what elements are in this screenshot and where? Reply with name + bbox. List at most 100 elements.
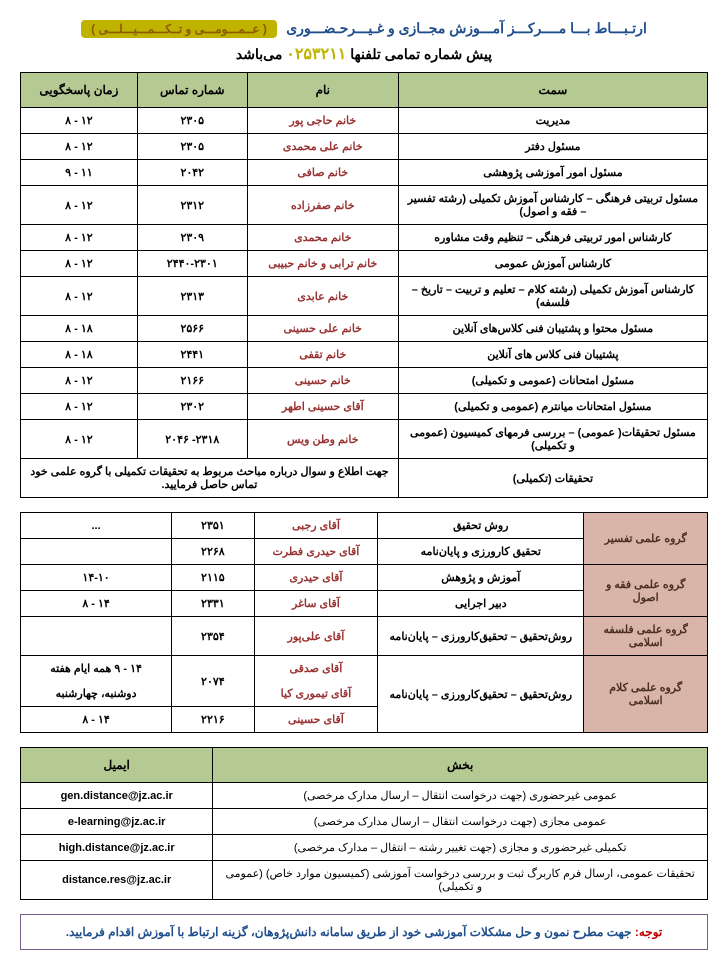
table-row: گروه علمی فقه و اصولآموزش و پژوهشآقای حی… (21, 565, 708, 591)
cell-name: آقای حیدری فطرت (254, 539, 378, 565)
cell-dept: تحقیقات عمومی، ارسال فرم کاربرگ ثبت و بر… (213, 861, 708, 900)
cell-name: خانم محمدی (247, 225, 398, 251)
table-row: مسئول دفترخانم علی محمدی۲۳۰۵۱۲ - ۸ (21, 134, 708, 160)
cell-name: خانم حسینی (247, 368, 398, 394)
header-sub-before: پیش شماره تمامی تلفنها (350, 46, 492, 62)
cell-role: آموزش و پژوهش (378, 565, 584, 591)
table-row: مسئول تربیتی فرهنگی – کارشناس آموزش تکمی… (21, 186, 708, 225)
cell-time: ۱۲ - ۸ (21, 420, 138, 459)
table-row: مسئول امتحانات (عمومی و تکمیلی)خانم حسین… (21, 368, 708, 394)
cell-phone: ۲۳۰۵ (137, 134, 247, 160)
cell-phone: ۲۳۱۸- ۲۰۴۶ (137, 420, 247, 459)
table-row: مسئول تحقیقات( عمومی) – بررسی فرمهای کمی… (21, 420, 708, 459)
cell-position: مسئول دفتر (398, 134, 707, 160)
table-row: عمومی مجازی (جهت درخواست انتقال – ارسال … (21, 809, 708, 835)
cell-email: e-learning@jz.ac.ir (21, 809, 213, 835)
table-row-merged: تحقیقات (تکمیلی)جهت اطلاع و سوال درباره … (21, 459, 708, 498)
table-row: گروه علمی تفسیرروش تحقیقآقای رجبی۲۳۵۱... (21, 513, 708, 539)
groups-table: گروه علمی تفسیرروش تحقیقآقای رجبی۲۳۵۱...… (20, 512, 708, 733)
cell-name: آقای رجبی (254, 513, 378, 539)
cell-group: گروه علمی فلسفه اسلامی (584, 617, 708, 656)
table-row: گروه علمی فلسفه اسلامیروش‌تحقیق – تحقیق‌… (21, 617, 708, 656)
col-header-phone: شماره تماس (137, 73, 247, 108)
cell-time: ۱۸ - ۸ (21, 316, 138, 342)
cell-name: آقای حسینی (254, 707, 378, 733)
cell-role: روش‌تحقیق – تحقیق‌کارورزی – پایان‌نامه (378, 617, 584, 656)
cell-time: ۱۲ - ۸ (21, 277, 138, 316)
cell-name: خانم علی حسینی (247, 316, 398, 342)
cell-role: روش تحقیق (378, 513, 584, 539)
cell-time: ۱۲ - ۸ (21, 134, 138, 160)
cell-name: خانم صفرزاده (247, 186, 398, 225)
col-header-name: نام (247, 73, 398, 108)
table-row: مسئول محتوا و پشتیبان فنی کلاس‌های آنلای… (21, 316, 708, 342)
cell-position: پشتیبان فنی کلاس های آنلاین (398, 342, 707, 368)
table-row: گروه علمی کلام اسلامیروش‌تحقیق – تحقیق‌ک… (21, 656, 708, 707)
cell-position: مسئول امتحانات میانترم (عمومی و تکمیلی) (398, 394, 707, 420)
cell-group: گروه علمی فقه و اصول (584, 565, 708, 617)
cell-name: آقای حسینی اطهر (247, 394, 398, 420)
cell-phone: ۲۳۱۲ (137, 186, 247, 225)
cell-time: ۱۲ - ۸ (21, 108, 138, 134)
cell-merged-left: جهت اطلاع و سوال درباره مباحث مربوط به ت… (21, 459, 399, 498)
header-subtitle: پیش شماره تمامی تلفنها ۰۲۵۳۲۱۱ می‌باشد (20, 44, 708, 64)
cell-role: دبیر اجرایی (378, 591, 584, 617)
notice-text: جهت مطرح نمون و حل مشکلات آموزشی خود از … (66, 925, 632, 939)
cell-dept: تکمیلی غیرحضوری و مجازی (جهت تغییر رشته … (213, 835, 708, 861)
table-row: تکمیلی غیرحضوری و مجازی (جهت تغییر رشته … (21, 835, 708, 861)
table-row: کارشناس امور تربیتی فرهنگی – تنظیم وقت م… (21, 225, 708, 251)
cell-time: ۱۴ - ۸ (21, 707, 172, 733)
cell-dept: عمومی مجازی (جهت درخواست انتقال – ارسال … (213, 809, 708, 835)
cell-name: خانم علی محمدی (247, 134, 398, 160)
cell-phone: ۲۳۵۱ (172, 513, 254, 539)
cell-phone: ۲۳۰۲ (137, 394, 247, 420)
phone-prefix-number: ۰۲۵۳۲۱۱ (286, 46, 346, 63)
table-row: کارشناس آموزش عمومیخانم ترابی و خانم حبی… (21, 251, 708, 277)
notice-attention: توجه: (635, 925, 662, 939)
col-header-time: زمان پاسخگویی (21, 73, 138, 108)
table-row: مسئول امتحانات میانترم (عمومی و تکمیلی)آ… (21, 394, 708, 420)
cell-name: آقای حیدری (254, 565, 378, 591)
col-header-email: ایمیل (21, 748, 213, 783)
cell-time: ۱۱ - ۹ (21, 160, 138, 186)
cell-name: خانم ترابی و خانم حبیبی (247, 251, 398, 277)
cell-time: ۱۴ - ۸ (21, 591, 172, 617)
cell-time: ۱۲ - ۸ (21, 225, 138, 251)
cell-name: خانم حاجی پور (247, 108, 398, 134)
table-row: مدیریتخانم حاجی پور۲۳۰۵۱۲ - ۸ (21, 108, 708, 134)
table-row: عمومی غیرحضوری (جهت درخواست انتقال – ارس… (21, 783, 708, 809)
cell-time: ... (21, 513, 172, 539)
cell-phone: ۲۱۶۶ (137, 368, 247, 394)
cell-phone: ۲۲۱۶ (172, 707, 254, 733)
cell-position: کارشناس آموزش تکمیلی (رشته کلام – تعلیم … (398, 277, 707, 316)
cell-phone: ۲۱۱۵ (172, 565, 254, 591)
page-header: ارتـبـــاط بـــا مــــرکـــز آمـــوزش مج… (20, 20, 708, 38)
cell-email: high.distance@jz.ac.ir (21, 835, 213, 861)
cell-position: مسئول امور آموزشی پژوهشی (398, 160, 707, 186)
cell-time: ۱۸ - ۸ (21, 342, 138, 368)
table-row: تحقیقات عمومی، ارسال فرم کاربرگ ثبت و بر… (21, 861, 708, 900)
cell-name: آقای صدقیآقای تیموری کیا (254, 656, 378, 707)
cell-position: کارشناس آموزش عمومی (398, 251, 707, 277)
cell-position: مسئول محتوا و پشتیبان فنی کلاس‌های آنلای… (398, 316, 707, 342)
header-main-text: ارتـبـــاط بـــا مــــرکـــز آمـــوزش مج… (286, 20, 647, 36)
cell-email: distance.res@jz.ac.ir (21, 861, 213, 900)
header-category-badge: ( عــمـــومـــی و تــکـــمـــیـــلـــی ) (81, 20, 277, 38)
header-sub-after: می‌باشد (236, 46, 282, 62)
contacts-table: سمت نام شماره تماس زمان پاسخگویی مدیریتخ… (20, 72, 708, 498)
cell-phone: ۲۳۱۳ (137, 277, 247, 316)
cell-merged-right: تحقیقات (تکمیلی) (398, 459, 707, 498)
cell-phone: ۲۳۰۹ (137, 225, 247, 251)
cell-email: gen.distance@jz.ac.ir (21, 783, 213, 809)
col-header-dept: بخش (213, 748, 708, 783)
cell-group: گروه علمی تفسیر (584, 513, 708, 565)
table-row: پشتیبان فنی کلاس های آنلاینخانم تقفی۲۴۴۱… (21, 342, 708, 368)
cell-name: خانم صافی (247, 160, 398, 186)
cell-phone: ۲۳۳۱ (172, 591, 254, 617)
cell-position: کارشناس امور تربیتی فرهنگی – تنظیم وقت م… (398, 225, 707, 251)
cell-time (21, 539, 172, 565)
table-row: کارشناس آموزش تکمیلی (رشته کلام – تعلیم … (21, 277, 708, 316)
col-header-position: سمت (398, 73, 707, 108)
cell-name: خانم وطن ویس (247, 420, 398, 459)
cell-name: آقای ساغر (254, 591, 378, 617)
